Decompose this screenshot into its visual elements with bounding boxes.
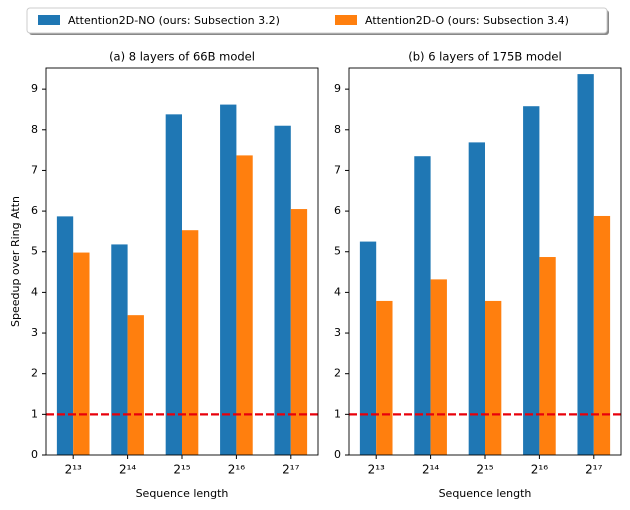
bar xyxy=(414,156,431,455)
legend-label: Attention2D-NO (ours: Subsection 3.2) xyxy=(68,14,280,27)
bar xyxy=(593,215,611,455)
y-tick-label: 2 xyxy=(334,367,341,380)
y-tick-label: 6 xyxy=(31,204,38,217)
bar xyxy=(523,106,540,455)
y-tick-label: 9 xyxy=(334,82,341,95)
y-tick-label: 7 xyxy=(31,163,38,176)
y-tick-label: 9 xyxy=(31,82,38,95)
y-tick-label: 7 xyxy=(334,163,341,176)
bar xyxy=(290,209,308,455)
x-axis-label: Sequence length xyxy=(439,487,532,500)
y-tick-label: 0 xyxy=(334,448,341,461)
bar xyxy=(359,241,377,455)
x-tick-label: 2¹⁴ xyxy=(119,463,136,477)
bar xyxy=(111,244,128,455)
bar xyxy=(485,300,502,455)
bar xyxy=(539,257,556,455)
x-tick-label: 2¹⁵ xyxy=(476,463,493,477)
y-tick-label: 8 xyxy=(334,123,341,136)
bar xyxy=(182,230,199,455)
y-tick-label: 4 xyxy=(31,285,38,298)
x-tick-label: 2¹³ xyxy=(65,463,82,477)
x-tick-label: 2¹⁵ xyxy=(173,463,190,477)
x-axis-label: Sequence length xyxy=(136,487,229,500)
bar xyxy=(165,114,182,455)
y-tick-label: 8 xyxy=(31,123,38,136)
x-tick-label: 2¹⁷ xyxy=(585,463,602,477)
bar xyxy=(220,104,237,456)
y-tick-label: 1 xyxy=(31,407,38,420)
x-tick-label: 2¹⁶ xyxy=(228,463,245,477)
y-tick-label: 5 xyxy=(31,245,38,258)
plot-frame xyxy=(348,67,622,456)
bar xyxy=(468,142,485,456)
y-tick-label: 1 xyxy=(334,407,341,420)
bar xyxy=(127,315,144,455)
y-tick-label: 2 xyxy=(31,367,38,380)
y-tick-label: 5 xyxy=(334,245,341,258)
bar xyxy=(430,279,447,455)
y-tick-label: 3 xyxy=(334,326,341,339)
y-tick-label: 4 xyxy=(334,285,341,298)
y-tick-label: 0 xyxy=(31,448,38,461)
chart-title: (b) 6 layers of 175B model xyxy=(408,50,561,64)
legend-swatch xyxy=(335,15,357,25)
bar xyxy=(376,300,393,455)
legend-label: Attention2D-O (ours: Subsection 3.4) xyxy=(365,14,569,27)
x-tick-label: 2¹³ xyxy=(368,463,385,477)
bar xyxy=(73,252,90,455)
bar xyxy=(577,74,594,455)
y-tick-label: 6 xyxy=(334,204,341,217)
legend-swatch xyxy=(38,15,60,25)
x-tick-label: 2¹⁴ xyxy=(422,463,439,477)
y-axis-label: Speedup over Ring Attn xyxy=(9,196,22,327)
chart-title: (a) 8 layers of 66B model xyxy=(109,50,255,64)
plot-frame xyxy=(45,67,319,456)
x-tick-label: 2¹⁶ xyxy=(531,463,548,477)
y-tick-label: 3 xyxy=(31,326,38,339)
bar xyxy=(274,125,291,455)
bar xyxy=(236,155,253,455)
x-tick-label: 2¹⁷ xyxy=(282,463,299,477)
bar xyxy=(56,216,74,455)
legend xyxy=(26,7,608,34)
